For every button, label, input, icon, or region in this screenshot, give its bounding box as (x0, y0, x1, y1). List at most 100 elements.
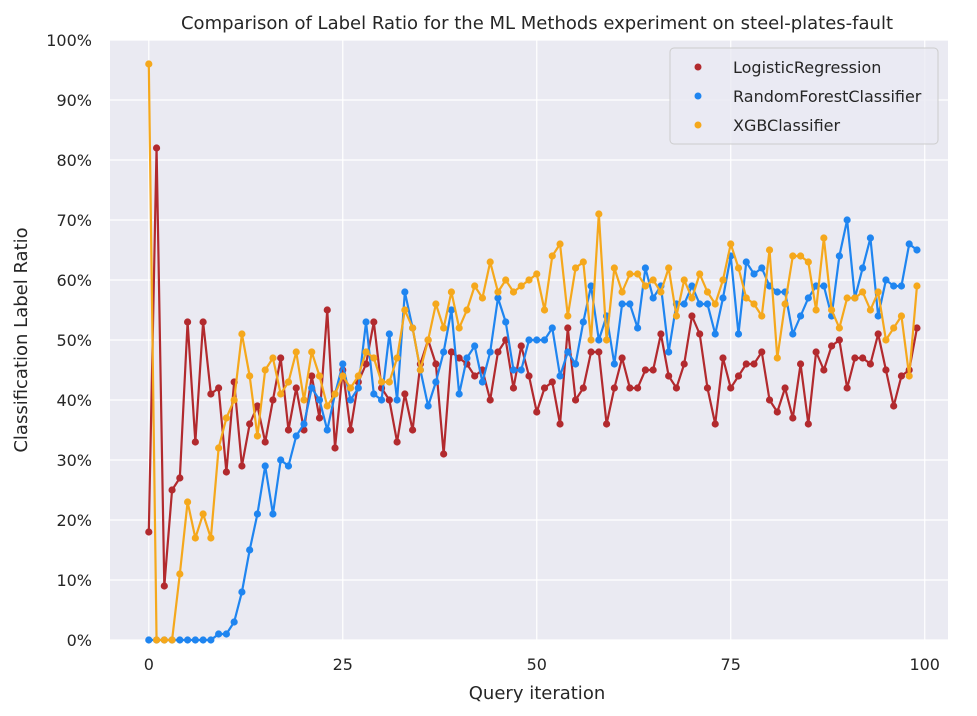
data-point-logisticregression (618, 354, 626, 362)
data-point-randomforestclassifier (742, 258, 750, 266)
data-point-logisticregression (804, 420, 812, 428)
data-point-logisticregression (634, 384, 642, 392)
data-point-randomforestclassifier (641, 264, 649, 272)
data-point-xgbclassifier (742, 294, 750, 302)
data-point-logisticregression (703, 384, 712, 392)
data-point-logisticregression (789, 414, 797, 422)
data-point-xgbclassifier (579, 258, 587, 266)
data-point-randomforestclassifier (610, 360, 618, 368)
data-point-xgbclassifier (253, 432, 262, 440)
data-point-xgbclassifier (804, 258, 812, 266)
data-point-logisticregression (665, 372, 673, 380)
data-point-xgbclassifier (346, 384, 355, 392)
data-point-logisticregression (284, 426, 293, 434)
data-point-logisticregression (207, 390, 215, 398)
data-point-logisticregression (253, 402, 262, 410)
data-point-xgbclassifier (571, 264, 580, 272)
data-point-randomforestclassifier (905, 240, 913, 248)
data-point-logisticregression (859, 354, 867, 362)
data-point-xgbclassifier (238, 330, 246, 338)
data-point-logisticregression (882, 366, 890, 374)
y-tick-label: 90% (56, 91, 92, 110)
data-point-logisticregression (447, 348, 456, 356)
data-point-logisticregression (409, 426, 417, 434)
data-point-randomforestclassifier (370, 390, 378, 398)
data-point-xgbclassifier (323, 402, 331, 410)
data-point-randomforestclassifier (556, 372, 564, 380)
data-point-logisticregression (587, 348, 595, 356)
x-tick-label: 100 (909, 655, 940, 674)
data-point-logisticregression (183, 318, 192, 326)
data-point-randomforestclassifier (820, 282, 828, 290)
data-point-randomforestclassifier (362, 318, 370, 326)
data-point-randomforestclassifier (773, 288, 781, 296)
y-tick-label: 30% (56, 451, 92, 470)
data-point-logisticregression (851, 354, 859, 362)
data-point-logisticregression (199, 318, 207, 326)
data-point-randomforestclassifier (595, 336, 603, 344)
data-point-logisticregression (657, 330, 665, 338)
x-tick-label: 0 (144, 655, 154, 674)
data-point-logisticregression (835, 336, 843, 344)
data-point-logisticregression (742, 360, 750, 368)
y-tick-label: 20% (56, 511, 92, 530)
data-point-logisticregression (525, 372, 533, 380)
data-point-xgbclassifier (820, 234, 828, 242)
data-point-logisticregression (517, 342, 525, 350)
data-point-xgbclassifier (734, 264, 743, 272)
data-point-logisticregression (796, 360, 805, 368)
data-point-logisticregression (579, 384, 587, 392)
data-point-randomforestclassifier (455, 390, 463, 398)
data-point-xgbclassifier (897, 312, 906, 320)
data-point-randomforestclassifier (711, 330, 719, 338)
data-point-xgbclassifier (680, 276, 688, 284)
data-point-randomforestclassifier (145, 636, 153, 644)
data-point-randomforestclassifier (758, 264, 766, 272)
data-point-logisticregression (432, 360, 440, 368)
data-point-logisticregression (649, 366, 657, 374)
data-point-xgbclassifier (711, 300, 719, 308)
data-point-xgbclassifier (207, 534, 215, 542)
series-line-xgbclassifier (147, 63, 919, 642)
data-point-randomforestclassifier (401, 288, 409, 296)
data-point-xgbclassifier (781, 300, 789, 308)
data-point-xgbclassifier (672, 312, 681, 320)
data-point-randomforestclassifier (665, 348, 673, 356)
data-point-logisticregression (820, 366, 828, 374)
data-point-randomforestclassifier (346, 396, 355, 404)
data-point-randomforestclassifier (890, 282, 898, 290)
legend-marker-logisticregression (694, 63, 702, 71)
data-point-randomforestclassifier (525, 336, 533, 344)
data-point-xgbclassifier (626, 270, 634, 278)
data-point-xgbclassifier (851, 294, 859, 302)
data-point-xgbclassifier (750, 300, 758, 308)
y-tick-label: 70% (56, 211, 92, 230)
data-point-xgbclassifier (828, 306, 836, 314)
data-point-randomforestclassifier (377, 396, 386, 404)
data-point-xgbclassifier (548, 252, 556, 260)
data-point-logisticregression (292, 384, 300, 392)
data-point-xgbclassifier (688, 294, 696, 302)
y-tick-label: 10% (56, 571, 92, 590)
data-point-logisticregression (246, 420, 254, 428)
data-point-xgbclassifier (486, 258, 494, 266)
data-point-xgbclassifier (890, 324, 898, 332)
data-point-randomforestclassifier (463, 354, 471, 362)
data-point-xgbclassifier (649, 276, 657, 284)
data-point-logisticregression (890, 402, 898, 410)
data-point-xgbclassifier (370, 354, 378, 362)
data-point-randomforestclassifier (300, 420, 308, 428)
data-point-logisticregression (866, 360, 875, 368)
data-point-logisticregression (897, 372, 906, 380)
data-point-xgbclassifier (300, 396, 308, 404)
data-point-logisticregression (540, 384, 549, 392)
data-point-xgbclassifier (602, 336, 611, 344)
data-point-logisticregression (672, 384, 681, 392)
data-point-xgbclassifier (517, 282, 525, 290)
data-point-logisticregression (315, 414, 324, 422)
data-point-xgbclassifier (494, 288, 502, 296)
data-point-randomforestclassifier (494, 294, 502, 302)
data-point-randomforestclassifier (246, 546, 254, 554)
data-point-randomforestclassifier (649, 294, 657, 302)
data-point-logisticregression (215, 384, 223, 392)
